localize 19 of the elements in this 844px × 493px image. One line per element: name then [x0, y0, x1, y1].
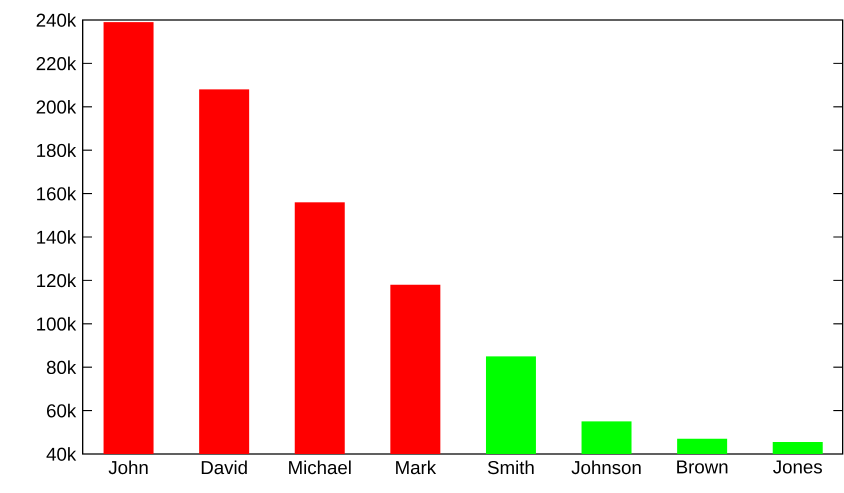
- x-tick-label: Johnson: [572, 460, 641, 474]
- x-tick-label: Brown: [677, 460, 728, 474]
- y-tick-label: 220k: [36, 56, 76, 70]
- y-tick-label: 160k: [37, 186, 76, 200]
- x-tick-label: David: [202, 460, 247, 474]
- y-tick-label: 180k: [37, 143, 76, 158]
- y-tick-label: 80k: [46, 360, 76, 374]
- x-tick-label: Mark: [396, 460, 436, 474]
- x-tick-label: Michael: [289, 460, 351, 474]
- y-tick-label: 60k: [47, 404, 76, 418]
- x-tick-label: Jones: [773, 460, 822, 474]
- x-tick-label: Smith: [488, 460, 534, 474]
- y-tick-label: 140k: [37, 230, 76, 244]
- y-tick-label: 100k: [37, 316, 76, 331]
- x-tick-label: John: [108, 460, 148, 474]
- y-tick-label: 120k: [37, 274, 76, 288]
- y-tick-label: 200k: [36, 100, 76, 114]
- y-tick-label: 40k: [46, 447, 76, 461]
- y-tick-label: 240k: [36, 13, 76, 27]
